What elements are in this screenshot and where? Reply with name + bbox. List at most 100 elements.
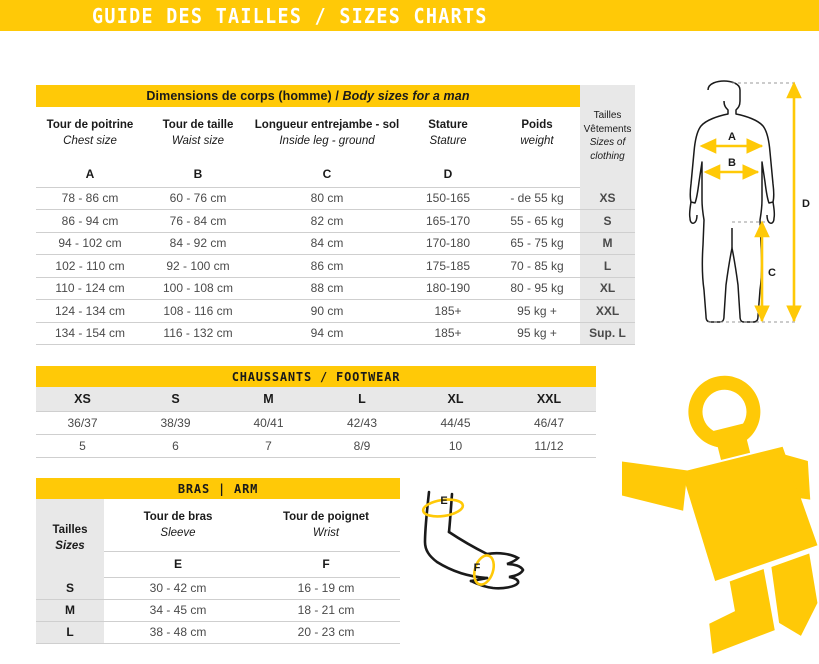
arm-letter-row: E F — [36, 550, 400, 578]
cell-weight: 80 - 95 kg — [494, 277, 580, 300]
page-header-banner: GUIDE DES TAILLES / SIZES CHARTS — [0, 0, 819, 31]
cell-inseam: 82 cm — [252, 209, 402, 233]
arm-title: BRAS | ARM — [36, 478, 400, 499]
body-title-en: Body sizes for a man — [342, 89, 470, 103]
arm-outline — [423, 490, 525, 590]
height-measure-arrow: D — [786, 81, 810, 323]
cell-chest: 134 - 154 cm — [36, 322, 144, 345]
arm-title-row: BRAS | ARM — [36, 478, 400, 499]
cell-waist: 84 - 92 cm — [144, 232, 252, 255]
footwear-uk-value: 11/12 — [502, 434, 596, 458]
cell-stature: 185+ — [402, 299, 494, 323]
footwear-uk-value: 7 — [222, 434, 315, 458]
size-header-en-1: Sizes of — [589, 137, 626, 148]
col-header-inseam-fr: Longueur entrejambe - sol — [254, 119, 400, 132]
cell-weight: 70 - 85 kg — [494, 254, 580, 278]
footwear-uk-value: 6 — [129, 434, 222, 458]
table-row: S 30 - 42 cm 16 - 19 cm — [36, 577, 400, 600]
letter-a: A — [36, 161, 144, 188]
footwear-title: CHAUSSANTS / FOOTWEAR — [36, 366, 596, 387]
size-of-clothing-header: Tailles Vêtements Sizes of clothing — [580, 85, 635, 187]
label-a: A — [728, 131, 736, 143]
label-f: F — [474, 562, 481, 574]
table-row: 124 - 134 cm 108 - 116 cm 90 cm 185+ 95 … — [36, 299, 635, 323]
cell-chest: 78 - 86 cm — [36, 187, 144, 210]
table-row: 110 - 124 cm 100 - 108 cm 88 cm 180-190 … — [36, 277, 635, 300]
arm-cell-sleeve: 34 - 45 cm — [104, 599, 252, 622]
col-header-waist-fr: Tour de taille — [162, 119, 234, 132]
body-measurement-diagram: A B C D — [688, 80, 810, 323]
arm-cell-wrist: 18 - 21 cm — [252, 599, 400, 622]
cell-inseam: 80 cm — [252, 187, 402, 210]
footwear-uk-value: 5 — [36, 434, 129, 458]
mascot-left-boot — [709, 568, 775, 654]
footwear-size-xl: XL — [409, 387, 502, 412]
body-table-column-header-row: Tour de poitrine Chest size Tour de tail… — [36, 107, 635, 161]
label-b: B — [728, 157, 736, 169]
arm-cell-wrist: 16 - 19 cm — [252, 577, 400, 600]
cell-stature: 175-185 — [402, 254, 494, 278]
mascot-right-boot — [771, 553, 818, 636]
cell-chest: 94 - 102 cm — [36, 232, 144, 255]
mascot-neck — [713, 423, 751, 461]
size-header-en-2: clothing — [590, 150, 625, 162]
cell-chest: 102 - 110 cm — [36, 254, 144, 278]
mascot-right-arm — [784, 454, 811, 500]
arm-size-header-fr: Tailles — [52, 523, 88, 536]
arm-size-header-en: Sizes — [55, 540, 85, 552]
table-row: 78 - 86 cm 60 - 76 cm 80 cm 150-165 - de… — [36, 187, 635, 210]
arm-col-sleeve-fr: Tour de bras — [143, 510, 213, 523]
cell-inseam: 86 cm — [252, 254, 402, 278]
arm-cell-size: S — [36, 577, 104, 600]
cell-weight: - de 55 kg — [494, 187, 580, 210]
col-header-chest-en: Chest size — [63, 135, 117, 147]
arm-col-sleeve-en: Sleeve — [160, 526, 196, 539]
cell-stature: 180-190 — [402, 277, 494, 300]
body-title-fr: Dimensions de corps (homme) — [146, 89, 332, 103]
inseam-measure-arrow: C — [754, 220, 776, 323]
mascot-figure-icon — [622, 375, 818, 654]
body-table-title: Dimensions de corps (homme) / Body sizes… — [36, 85, 580, 107]
arm-col-wrist-fr: Tour de poignet — [282, 510, 370, 523]
cell-waist: 92 - 100 cm — [144, 254, 252, 278]
cell-size: S — [580, 209, 635, 233]
arm-cell-size: M — [36, 599, 104, 622]
letter-b: B — [144, 161, 252, 188]
letter-d: D — [402, 161, 494, 188]
cell-weight: 55 - 65 kg — [494, 209, 580, 233]
cell-weight: 95 kg + — [494, 322, 580, 345]
letter-c: C — [252, 161, 402, 188]
cell-waist: 116 - 132 cm — [144, 322, 252, 345]
letter-f: F — [252, 550, 400, 578]
footwear-uk-value: 10 — [409, 434, 502, 458]
table-row: M 34 - 45 cm 18 - 21 cm — [36, 599, 400, 622]
cell-inseam: 88 cm — [252, 277, 402, 300]
footwear-size-xs: XS — [36, 387, 129, 412]
col-header-stature-en: Stature — [429, 135, 467, 147]
body-table-title-row: Dimensions de corps (homme) / Body sizes… — [36, 85, 635, 187]
letter-e: E — [104, 550, 252, 578]
arm-table: BRAS | ARM Tailles Sizes Tour de bras Sl… — [36, 478, 400, 644]
waist-measure-arrow: B — [703, 157, 760, 180]
col-header-waist: Tour de taille Waist size — [144, 107, 252, 161]
cell-size: M — [580, 232, 635, 255]
arm-cell-wrist: 20 - 23 cm — [252, 621, 400, 644]
table-row: 94 - 102 cm 84 - 92 cm 84 cm 170-180 65 … — [36, 232, 635, 255]
col-header-weight-en: weight — [520, 135, 554, 147]
cell-size: L — [580, 254, 635, 278]
arm-cell-sleeve: 38 - 48 cm — [104, 621, 252, 644]
cell-weight: 95 kg + — [494, 299, 580, 323]
cell-waist: 108 - 116 cm — [144, 299, 252, 323]
letter-weight-blank — [494, 161, 580, 188]
arm-measurement-diagram: E F — [421, 490, 525, 590]
footwear-eu-value: 38/39 — [129, 411, 222, 435]
arm-column-header-row: Tailles Sizes Tour de bras Sleeve Tour d… — [36, 499, 400, 577]
col-header-inseam: Longueur entrejambe - sol Inside leg - g… — [252, 107, 402, 161]
footwear-eu-value: 44/45 — [409, 411, 502, 435]
arm-cell-size: L — [36, 621, 104, 644]
cell-chest: 124 - 134 cm — [36, 299, 144, 323]
col-header-stature: Stature Stature — [402, 107, 494, 161]
footwear-size-m: M — [222, 387, 315, 412]
mascot-torso — [681, 446, 818, 582]
cell-inseam: 84 cm — [252, 232, 402, 255]
